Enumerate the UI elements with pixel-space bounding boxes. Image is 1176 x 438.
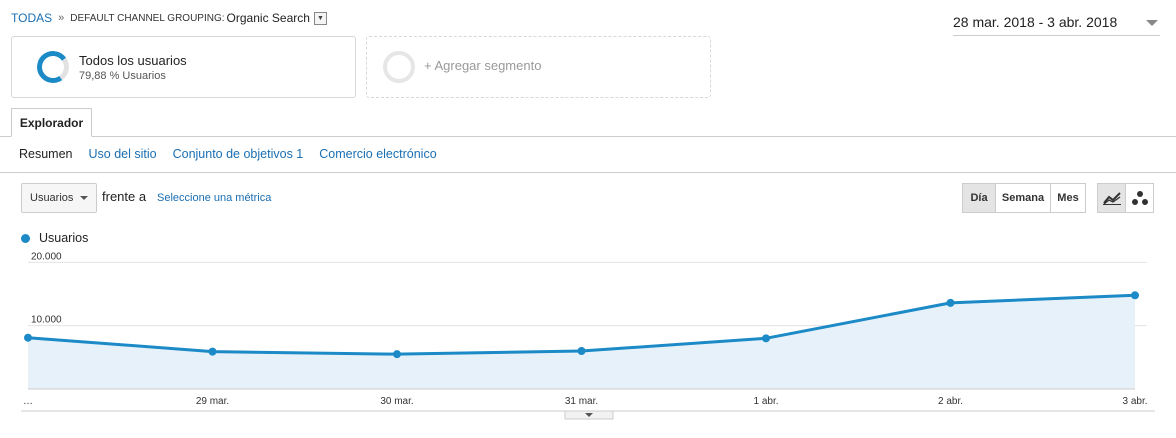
tabs-divider	[0, 136, 1176, 137]
legend-swatch	[21, 233, 30, 243]
users-area-chart: 20.000 10.000 … 29 mar. 30 mar. 31 mar. 1 abr.…	[21, 251, 1155, 420]
x-tick-label: 31 mar.	[565, 396, 598, 407]
period-month-button[interactable]: Mes	[1050, 183, 1086, 213]
legend-label: Usuarios	[39, 231, 89, 245]
subnav-uso-del-sitio[interactable]: Uso del sitio	[88, 147, 157, 161]
data-point	[208, 347, 217, 356]
y-tick-label: 20.000	[31, 251, 62, 262]
date-range-label: 28 mar. 2018 - 3 abr. 2018	[953, 14, 1118, 30]
chart-view-toggle	[1097, 183, 1154, 213]
x-tick-label: 30 mar.	[380, 396, 413, 407]
subnav-comercio-electronico[interactable]: Comercio electrónico	[319, 147, 437, 161]
breadcrumb: TODAS » DEFAULT CHANNEL GROUPING: Organi…	[11, 11, 327, 25]
x-tick-label: 3 abr.	[1122, 396, 1147, 407]
subnav-conjunto-objetivos[interactable]: Conjunto de objetivos 1	[172, 147, 304, 161]
data-point	[762, 334, 770, 343]
data-point	[393, 350, 401, 359]
period-day-button[interactable]: Día	[962, 183, 996, 213]
chevron-down-icon	[1146, 20, 1158, 26]
segment-title: Todos los usuarios	[79, 53, 187, 68]
metric-select-value: Usuarios	[30, 192, 74, 204]
select-metric-link[interactable]: Seleccione una métrica	[157, 192, 272, 204]
chevron-down-icon	[585, 413, 593, 417]
chart-legend: Usuarios	[21, 231, 88, 245]
period-week-button[interactable]: Semana	[995, 183, 1051, 213]
add-segment-button[interactable]: + Agregar segmento	[366, 36, 711, 98]
line-chart-icon[interactable]	[1097, 183, 1126, 213]
breadcrumb-dimension: DEFAULT CHANNEL GROUPING:	[70, 12, 225, 24]
date-range-picker[interactable]: 28 mar. 2018 - 3 abr. 2018	[953, 14, 1160, 36]
tab-explorador[interactable]: Explorador	[11, 108, 92, 137]
metric-select[interactable]: Usuarios	[21, 183, 97, 213]
empty-segment-icon	[383, 51, 415, 83]
motion-chart-icon[interactable]	[1125, 183, 1154, 213]
caret-down-icon[interactable]: ▼	[313, 11, 327, 25]
x-tick-label: 2 abr.	[938, 396, 963, 407]
chevron-down-icon	[80, 196, 88, 200]
data-point	[577, 347, 586, 355]
versus-label: frente a	[102, 189, 147, 204]
data-point	[24, 333, 32, 342]
series-area	[28, 295, 1135, 389]
y-tick-label: 10.000	[31, 315, 62, 326]
add-segment-label: + Agregar segmento	[424, 58, 542, 73]
breadcrumb-value: Organic Search	[226, 11, 310, 25]
segment-subtitle: 79,88 % Usuarios	[79, 70, 166, 82]
subnav-resumen[interactable]: Resumen	[19, 147, 73, 161]
x-tick-label: …	[23, 396, 33, 407]
breadcrumb-separator: »	[58, 12, 65, 24]
period-toggle: Día Semana Mes	[962, 183, 1086, 213]
data-point	[1131, 291, 1139, 300]
data-point	[946, 298, 955, 307]
breadcrumb-root-link[interactable]: TODAS	[11, 11, 53, 25]
segment-all-users[interactable]: Todos los usuarios 79,88 % Usuarios	[11, 36, 356, 98]
sub-navigation: Resumen Uso del sitio Conjunto de objeti…	[19, 147, 437, 161]
segment-donut-icon	[34, 48, 72, 86]
x-tick-label: 29 mar.	[196, 396, 229, 407]
x-tick-label: 1 abr.	[753, 396, 778, 407]
subnav-divider	[0, 172, 1176, 173]
